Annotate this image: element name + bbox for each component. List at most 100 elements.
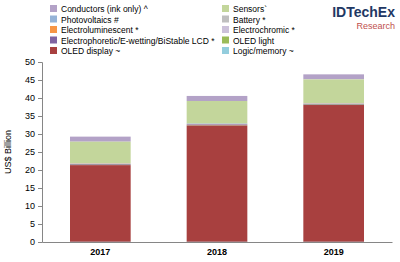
y-tick: 35 (25, 111, 42, 121)
bar-segment (70, 163, 131, 164)
y-tick: 0 (30, 237, 42, 247)
legend-item: Electrochromic * (222, 25, 296, 35)
x-tick-label: 2019 (324, 247, 344, 257)
x-axis: 2017 2018 2019 (43, 242, 393, 257)
logo-title: IDTechEx (332, 4, 395, 20)
y-tick-mark (38, 62, 42, 63)
x-tick: 2019 (324, 242, 344, 257)
y-tick: 15 (25, 183, 42, 193)
legend-label: Logic/memory ~ (233, 46, 294, 56)
y-axis-title: US$ Billion (3, 130, 13, 174)
bar-segment (303, 103, 364, 104)
y-tick: 50 (25, 57, 42, 67)
y-tick-label: 45 (25, 75, 35, 85)
legend-swatch (50, 37, 57, 44)
legend-label: Sensors` (233, 4, 267, 14)
bar-segment (187, 126, 248, 242)
bar-segment (303, 74, 364, 79)
bar-segment (187, 241, 248, 242)
bar-segment (70, 163, 131, 164)
bar-segment (187, 124, 248, 126)
y-tick: 30 (25, 129, 42, 139)
legend-item: Battery * (222, 15, 266, 25)
legend-swatch (222, 37, 229, 44)
y-tick-label: 35 (25, 111, 35, 121)
bar-segment (303, 103, 364, 104)
y-tick-mark (38, 116, 42, 117)
bar-segment (70, 142, 131, 164)
bar-segment (303, 103, 364, 105)
legend-label: Electrophoretic/E-wetting/BiStable LCD * (61, 36, 215, 46)
x-tick-label: 2017 (90, 247, 110, 257)
y-tick-label: 40 (25, 93, 35, 103)
legend-label: OLED display ~ (61, 46, 120, 56)
legend-swatch (50, 5, 57, 12)
legend-label: Photovoltaics # (61, 15, 119, 25)
y-tick-mark (38, 134, 42, 135)
y-axis: 0 5 10 15 20 25 30 35 40 45 50 (25, 57, 43, 247)
bar-segment (303, 79, 364, 103)
legend-item: Electroluminescent * (50, 25, 139, 35)
y-tick: 10 (25, 201, 42, 211)
legend-label: Electrochromic * (233, 25, 296, 35)
legend-item: Photovoltaics # (50, 15, 119, 25)
legend-swatch (222, 16, 229, 23)
legend-item: Sensors` (222, 4, 267, 14)
legend-label: Battery * (233, 15, 266, 25)
y-tick-mark (38, 152, 42, 153)
logo: IDTechExResearch (332, 4, 395, 31)
y-tick: 25 (25, 147, 42, 157)
y-tick: 20 (25, 165, 42, 175)
bar-segment (70, 241, 131, 242)
legend-item: OLED display ~ (50, 46, 120, 56)
x-axis-line (43, 242, 393, 243)
legend-swatch (50, 47, 57, 54)
y-tick-mark (38, 170, 42, 171)
bar-segment (303, 103, 364, 104)
y-tick-mark (38, 188, 42, 189)
legend-item: Logic/memory ~ (222, 46, 294, 56)
bar-segment (187, 124, 248, 125)
y-tick: 5 (30, 219, 42, 229)
x-tick: 2017 (90, 242, 110, 257)
legend-label: OLED light (233, 36, 275, 46)
bar-segment (187, 124, 248, 125)
y-tick-mark (38, 224, 42, 225)
legend-swatch (222, 5, 229, 12)
y-tick-label: 25 (25, 147, 35, 157)
legend-item: OLED light (222, 36, 275, 46)
chart: 0 5 10 15 20 25 30 35 40 45 50 2017 2018 2019 US$ Bill… (0, 0, 400, 262)
y-tick-label: 5 (30, 219, 35, 229)
bar-segment (187, 123, 248, 124)
bar-segment (70, 164, 131, 166)
bar-segment (303, 103, 364, 104)
y-tick-label: 10 (25, 201, 35, 211)
y-tick: 40 (25, 93, 42, 103)
bar-segment (187, 96, 248, 101)
bar-segment (70, 137, 131, 142)
bar-segment (70, 165, 131, 242)
y-tick-label: 15 (25, 183, 35, 193)
y-tick-label: 30 (25, 129, 35, 139)
legend-item: Electrophoretic/E-wetting/BiStable LCD * (50, 36, 215, 46)
y-tick-mark (38, 80, 42, 81)
legend-swatch (50, 26, 57, 33)
bar-segment (187, 124, 248, 125)
logo-subtitle: Research (356, 21, 395, 31)
bar-segment (187, 101, 248, 124)
bar-segment (70, 163, 131, 164)
bar-segment (70, 163, 131, 164)
legend-item: Conductors (ink only) ^ (50, 4, 148, 14)
legend: Conductors (ink only) ^ Sensors` Photovolt… (50, 4, 296, 56)
legend-swatch (50, 16, 57, 23)
y-tick-mark (38, 242, 42, 243)
y-axis-line (38, 63, 43, 243)
y-tick-label: 20 (25, 165, 35, 175)
legend-label: Electroluminescent * (61, 25, 139, 35)
legend-swatch (222, 26, 229, 33)
y-tick-label: 50 (25, 57, 35, 67)
bar-segment (303, 241, 364, 242)
x-tick: 2018 (207, 242, 227, 257)
plot: 0 5 10 15 20 25 30 35 40 45 50 2017 2018 2019 (25, 57, 393, 257)
bar-segment (303, 105, 364, 242)
